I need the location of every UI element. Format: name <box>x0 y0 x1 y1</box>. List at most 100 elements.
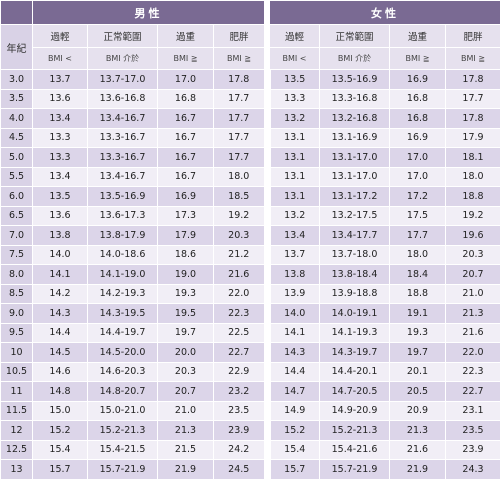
female-obese-cell: 21.6 <box>446 323 500 343</box>
male-obese-cell: 22.3 <box>214 304 265 324</box>
age-cell: 8.0 <box>1 265 33 285</box>
male-obese-cell: 23.9 <box>214 421 265 441</box>
female-normal-cell: 13.2-16.8 <box>320 109 390 129</box>
female-normal-cell: 13.1-16.9 <box>320 128 390 148</box>
male-normal-header: 正常範圍 <box>88 25 158 48</box>
male-underweight-cell: 14.1 <box>33 265 88 285</box>
male-underweight-header: 過輕 <box>33 25 88 48</box>
female-underweight-cell: 13.7 <box>270 245 320 265</box>
age-column-header: 年紀 <box>1 25 33 70</box>
male-obese-cell: 17.7 <box>214 148 265 168</box>
female-overweight-cell: 17.7 <box>390 226 446 246</box>
male-underweight-cell: 14.4 <box>33 323 88 343</box>
female-underweight-unit: BMI < <box>270 48 320 70</box>
female-underweight-cell: 13.2 <box>270 206 320 226</box>
male-underweight-cell: 13.5 <box>33 187 88 207</box>
male-underweight-cell: 15.4 <box>33 440 88 460</box>
female-normal-cell: 14.7-20.5 <box>320 382 390 402</box>
age-cell: 12.5 <box>1 440 33 460</box>
age-cell: 9.5 <box>1 323 33 343</box>
age-cell: 3.0 <box>1 70 33 90</box>
male-obese-cell: 17.7 <box>214 109 265 129</box>
male-normal-cell: 14.2-19.3 <box>88 284 158 304</box>
male-underweight-unit: BMI < <box>33 48 88 70</box>
female-obese-cell: 22.7 <box>446 382 500 402</box>
female-normal-cell: 13.5-16.9 <box>320 70 390 90</box>
female-overweight-cell: 19.1 <box>390 304 446 324</box>
female-underweight-cell: 13.3 <box>270 89 320 109</box>
male-normal-cell: 13.4-16.7 <box>88 109 158 129</box>
female-normal-cell: 13.2-17.5 <box>320 206 390 226</box>
male-overweight-cell: 17.9 <box>158 226 214 246</box>
male-overweight-cell: 19.7 <box>158 323 214 343</box>
female-underweight-cell: 14.1 <box>270 323 320 343</box>
female-normal-cell: 15.4-21.6 <box>320 440 390 460</box>
male-overweight-cell: 16.7 <box>158 109 214 129</box>
age-cell: 11.5 <box>1 401 33 421</box>
female-overweight-cell: 17.5 <box>390 206 446 226</box>
female-obese-cell: 17.8 <box>446 109 500 129</box>
female-normal-cell: 14.4-20.1 <box>320 362 390 382</box>
female-obese-cell: 21.3 <box>446 304 500 324</box>
age-cell: 4.5 <box>1 128 33 148</box>
female-obese-cell: 22.3 <box>446 362 500 382</box>
female-normal-cell: 13.4-17.7 <box>320 226 390 246</box>
female-obese-header: 肥胖 <box>446 25 500 48</box>
female-underweight-cell: 14.9 <box>270 401 320 421</box>
female-underweight-cell: 13.9 <box>270 284 320 304</box>
male-normal-cell: 14.1-19.0 <box>88 265 158 285</box>
male-overweight-cell: 20.7 <box>158 382 214 402</box>
male-overweight-unit: BMI ≧ <box>158 48 214 70</box>
female-overweight-cell: 20.1 <box>390 362 446 382</box>
male-overweight-cell: 21.9 <box>158 460 214 480</box>
female-obese-cell: 23.5 <box>446 421 500 441</box>
female-obese-cell: 18.0 <box>446 167 500 187</box>
male-underweight-cell: 13.4 <box>33 109 88 129</box>
female-overweight-cell: 20.5 <box>390 382 446 402</box>
male-overweight-cell: 16.8 <box>158 89 214 109</box>
female-obese-cell: 24.3 <box>446 460 500 480</box>
male-normal-cell: 15.7-21.9 <box>88 460 158 480</box>
female-normal-cell: 14.0-19.1 <box>320 304 390 324</box>
female-underweight-cell: 14.0 <box>270 304 320 324</box>
male-obese-cell: 21.6 <box>214 265 265 285</box>
female-normal-header: 正常範圍 <box>320 25 390 48</box>
female-normal-cell: 14.9-20.9 <box>320 401 390 421</box>
female-overweight-cell: 17.2 <box>390 187 446 207</box>
female-normal-cell: 14.1-19.3 <box>320 323 390 343</box>
female-overweight-header: 過重 <box>390 25 446 48</box>
female-underweight-cell: 13.1 <box>270 187 320 207</box>
male-normal-cell: 13.4-16.7 <box>88 167 158 187</box>
female-underweight-cell: 13.1 <box>270 128 320 148</box>
female-underweight-cell: 14.3 <box>270 343 320 363</box>
female-overweight-cell: 16.8 <box>390 109 446 129</box>
male-normal-cell: 13.6-17.3 <box>88 206 158 226</box>
male-underweight-cell: 14.3 <box>33 304 88 324</box>
female-obese-cell: 22.0 <box>446 343 500 363</box>
age-cell: 5.5 <box>1 167 33 187</box>
female-obese-cell: 18.1 <box>446 148 500 168</box>
age-cell: 7.0 <box>1 226 33 246</box>
male-normal-cell: 14.8-20.7 <box>88 382 158 402</box>
female-normal-cell: 13.3-16.8 <box>320 89 390 109</box>
male-underweight-cell: 13.6 <box>33 206 88 226</box>
male-underweight-cell: 15.2 <box>33 421 88 441</box>
male-normal-cell: 15.0-21.0 <box>88 401 158 421</box>
female-underweight-cell: 13.8 <box>270 265 320 285</box>
female-underweight-cell: 13.2 <box>270 109 320 129</box>
male-obese-cell: 17.8 <box>214 70 265 90</box>
male-overweight-cell: 21.5 <box>158 440 214 460</box>
